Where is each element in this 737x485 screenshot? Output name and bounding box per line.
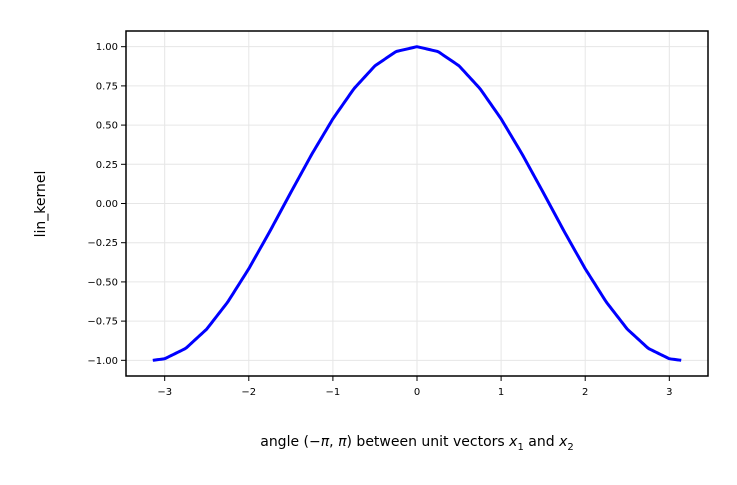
y-tick-label: 0.50 <box>96 121 118 132</box>
x-tick-label: 1 <box>498 387 504 398</box>
x-tick-label: −1 <box>326 387 341 398</box>
y-tick-label: 0.00 <box>96 199 118 210</box>
y-tick-label: 0.25 <box>96 160 118 171</box>
y-axis-label: lin_kernel <box>33 171 49 238</box>
grid <box>126 31 708 376</box>
series-layer <box>152 45 683 362</box>
y-tick-label: −0.25 <box>87 238 118 249</box>
y-tick-label: 1.00 <box>96 42 118 53</box>
y-tick-label: −0.50 <box>87 277 118 288</box>
series-line <box>152 45 683 362</box>
x-tick-label: −2 <box>241 387 256 398</box>
y-axis: 1.00 0.75 0.50 0.25 0.00 −0.25 −0.50 −0.75 −1.00 <box>87 42 126 367</box>
x-axis: −3 −2 −1 0 1 2 3 <box>157 376 672 398</box>
x-tick-label: 0 <box>414 387 420 398</box>
x-tick-label: 3 <box>666 387 672 398</box>
x-axis-label: angle (−π, π) between unit vectors x1 an… <box>260 434 574 453</box>
x-tick-label: 2 <box>582 387 588 398</box>
y-tick-label: −0.75 <box>87 317 118 328</box>
y-tick-label: −1.00 <box>87 356 118 367</box>
x-tick-label: −3 <box>157 387 172 398</box>
y-tick-label: 0.75 <box>96 81 118 92</box>
